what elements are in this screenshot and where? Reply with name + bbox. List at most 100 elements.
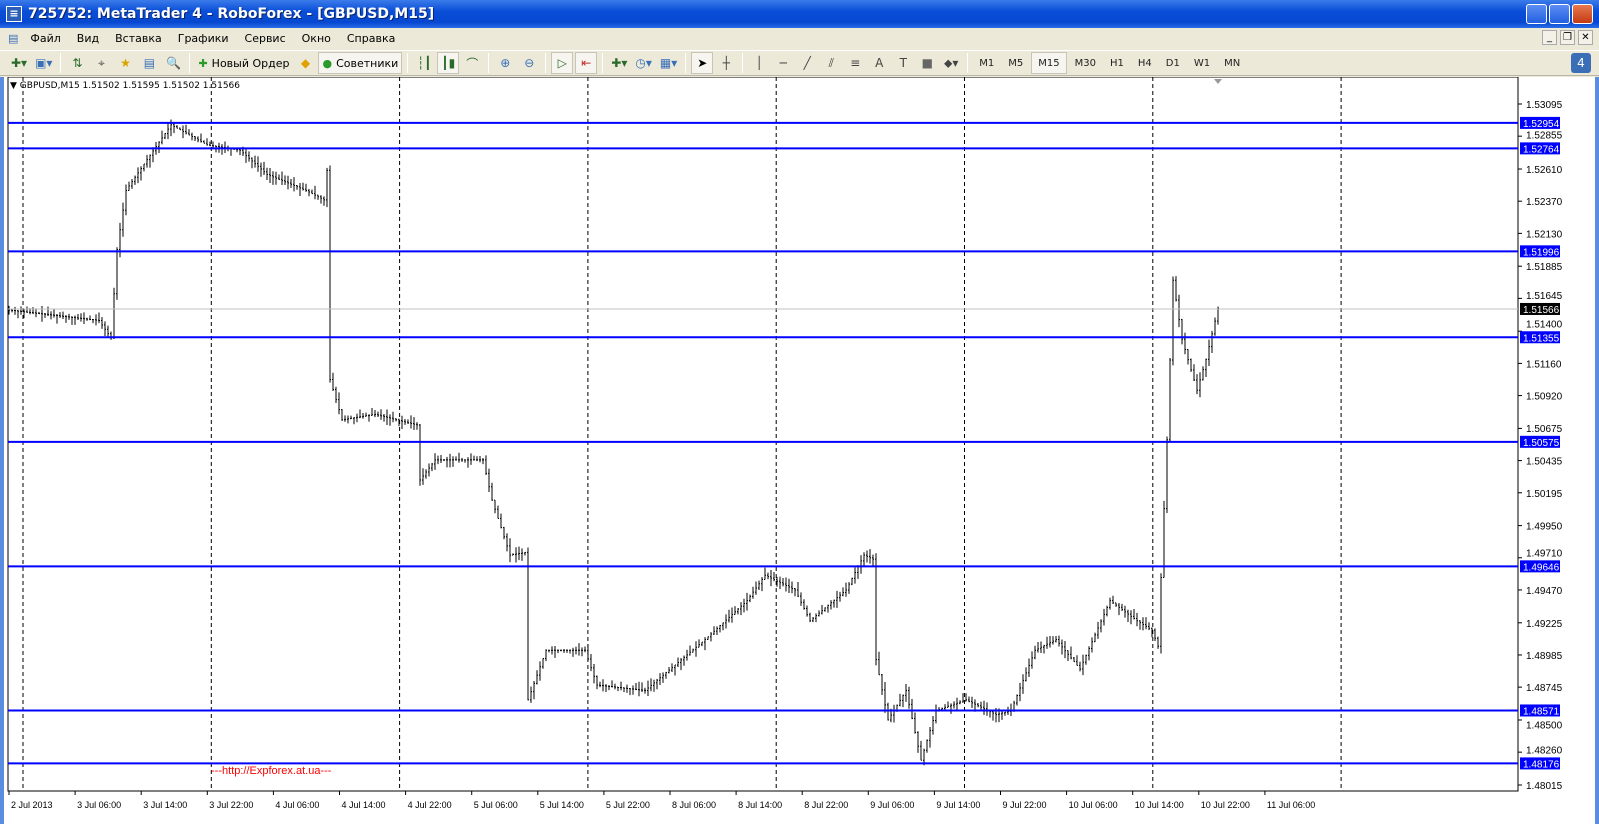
auto-scroll-icon[interactable]: ▷: [551, 52, 574, 74]
minimize-button[interactable]: [1526, 4, 1547, 24]
y-tick-label: 1.51645: [1526, 291, 1563, 302]
indicators-icon[interactable]: ✚▾: [611, 56, 628, 70]
current-price-tag: [1520, 302, 1560, 315]
level-price-tag: [1520, 560, 1560, 573]
timeframe-m1[interactable]: M1: [979, 57, 995, 69]
metaeditor-icon[interactable]: ◆: [300, 56, 311, 70]
periods-icon[interactable]: ◷▾: [635, 56, 652, 70]
y-tick-label: 1.48260: [1526, 745, 1563, 756]
candlestick-icon[interactable]: ┃▮: [437, 52, 460, 74]
chart-window[interactable]: 1.53095 1.52855 1.52610 1.52370 1.52130 1.518…: [0, 77, 1599, 824]
new-order-icon: ✚: [198, 56, 208, 70]
y-tick-label: 1.48985: [1526, 651, 1563, 662]
text-label-icon[interactable]: T: [899, 56, 907, 70]
cursor-icon[interactable]: ➤: [691, 52, 714, 74]
y-tick-label: 1.48745: [1526, 683, 1563, 694]
x-tick-label: 8 Jul 06:00: [672, 800, 716, 810]
x-tick-label: 11 Jul 06:00: [1267, 800, 1315, 810]
equidistant-channel-icon[interactable]: ⫽: [828, 55, 834, 70]
menu-charts[interactable]: Графики: [177, 32, 229, 45]
level-price-tag: [1520, 757, 1560, 770]
x-tick-label: 4 Jul 06:00: [275, 800, 319, 810]
market-watch-icon[interactable]: ⇅: [72, 56, 83, 70]
y-tick-label: 1.49470: [1526, 586, 1563, 597]
menu-help[interactable]: Справка: [346, 32, 396, 45]
menu-window[interactable]: Окно: [301, 32, 331, 45]
chart-shift-icon[interactable]: ⇤: [575, 52, 598, 74]
profiles-icon[interactable]: ▣▾: [35, 56, 53, 70]
menu-view[interactable]: Вид: [76, 32, 100, 45]
level-price-label: 1.50575: [1523, 438, 1560, 449]
zoom-out-icon[interactable]: ⊖: [524, 56, 535, 70]
chart-shift-marker: [1214, 79, 1222, 84]
timeframe-m15[interactable]: M15: [1031, 52, 1067, 74]
y-tick-label: 1.52610: [1526, 165, 1563, 176]
y-tick-label: 1.48015: [1526, 781, 1563, 792]
crosshair-icon[interactable]: ┼: [722, 56, 730, 70]
app-icon: ≡: [6, 6, 22, 22]
level-price-tag: [1520, 704, 1560, 717]
templates-icon[interactable]: ▦▾: [659, 56, 678, 70]
timeframe-h1[interactable]: H1: [1109, 57, 1124, 69]
new-chart-icon[interactable]: ✚▾: [11, 56, 28, 70]
level-price-tag: [1520, 331, 1560, 344]
bar-chart-icon[interactable]: ┆┃: [417, 56, 432, 70]
window-title: 725752: MetaTrader 4 - RoboForex - [GBPU…: [28, 6, 435, 22]
experts-button[interactable]: ● Советники: [318, 52, 403, 74]
zoom-in-icon[interactable]: ⊕: [500, 56, 511, 70]
navigator-icon[interactable]: ★: [120, 56, 131, 70]
timeframe-m30[interactable]: M30: [1074, 57, 1096, 69]
y-tick-label: 1.50675: [1526, 424, 1563, 435]
menu-insert[interactable]: Вставка: [115, 32, 162, 45]
y-tick-label: 1.52855: [1526, 130, 1563, 141]
title-bar: ≡ 725752: MetaTrader 4 - RoboForex - [GB…: [0, 0, 1599, 28]
x-tick-label: 3 Jul 22:00: [209, 800, 253, 810]
y-tick-label: 1.52370: [1526, 197, 1563, 208]
timeframe-h4[interactable]: H4: [1137, 57, 1152, 69]
current-price-label: 1.51566: [1523, 305, 1560, 316]
line-chart-icon[interactable]: ⌒: [466, 56, 479, 71]
menu-bar: ▤ Файл Вид Вставка Графики Сервис Окно С…: [0, 28, 1599, 49]
y-tick-label: 1.50920: [1526, 392, 1563, 403]
trendline-icon[interactable]: ╱: [803, 56, 811, 70]
x-tick-label: 3 Jul 06:00: [77, 800, 121, 810]
x-tick-label: 5 Jul 06:00: [474, 800, 518, 810]
arrows-icon[interactable]: ⬥▾: [944, 55, 959, 70]
y-tick-label: 1.51400: [1526, 319, 1563, 330]
y-tick-label: 1.52130: [1526, 229, 1563, 240]
timeframe-d1[interactable]: D1: [1165, 57, 1180, 69]
y-tick-label: 1.51885: [1526, 262, 1563, 273]
child-minimize-button[interactable]: _: [1542, 30, 1557, 45]
new-order-button[interactable]: ✚ Новый Ордер: [198, 56, 290, 70]
horizontal-line-icon[interactable]: ─: [779, 56, 787, 70]
vertical-line-icon[interactable]: │: [755, 56, 763, 70]
maximize-button[interactable]: [1549, 4, 1570, 24]
child-restore-button[interactable]: ❐: [1560, 30, 1575, 45]
child-close-button[interactable]: ✕: [1578, 30, 1593, 45]
fibonacci-icon[interactable]: ≡: [850, 56, 861, 70]
timeframe-mn[interactable]: MN: [1224, 57, 1241, 69]
level-price-label: 1.48571: [1523, 706, 1560, 717]
close-button[interactable]: [1572, 4, 1593, 24]
text-icon[interactable]: A: [875, 56, 884, 70]
menu-tools[interactable]: Сервис: [244, 32, 286, 45]
timeframe-w1[interactable]: W1: [1193, 57, 1211, 69]
data-window-icon[interactable]: ⌖: [98, 55, 105, 70]
level-price-label: 1.52764: [1523, 144, 1560, 155]
y-tick-label: 1.51160: [1526, 359, 1562, 370]
price-chart[interactable]: 1.53095 1.52855 1.52610 1.52370 1.52130 1.518…: [4, 77, 1595, 824]
level-price-label: 1.48176: [1523, 759, 1560, 770]
timeframe-m5[interactable]: M5: [1008, 57, 1024, 69]
x-tick-label: 5 Jul 22:00: [606, 800, 650, 810]
level-price-label: 1.52954: [1523, 119, 1560, 130]
chart-header-text: GBPUSD,M15 1.51502 1.51595 1.51502 1.515…: [19, 81, 240, 91]
x-tick-label: 3 Jul 14:00: [143, 800, 187, 810]
rectangle-icon[interactable]: ■: [921, 56, 933, 70]
x-tick-label: 9 Jul 06:00: [870, 800, 914, 810]
y-tick-label: 1.50195: [1526, 489, 1563, 500]
toolbar: ✚▾ ▣▾ ⇅ ⌖ ★ ▤ 🔍 ✚ Новый Ордер ◆ ● Советник…: [0, 50, 1599, 76]
strategy-tester-icon[interactable]: 🔍: [165, 56, 181, 70]
notifications-badge[interactable]: 4: [1571, 53, 1591, 73]
menu-file[interactable]: Файл: [30, 32, 61, 45]
terminal-icon[interactable]: ▤: [143, 56, 156, 70]
